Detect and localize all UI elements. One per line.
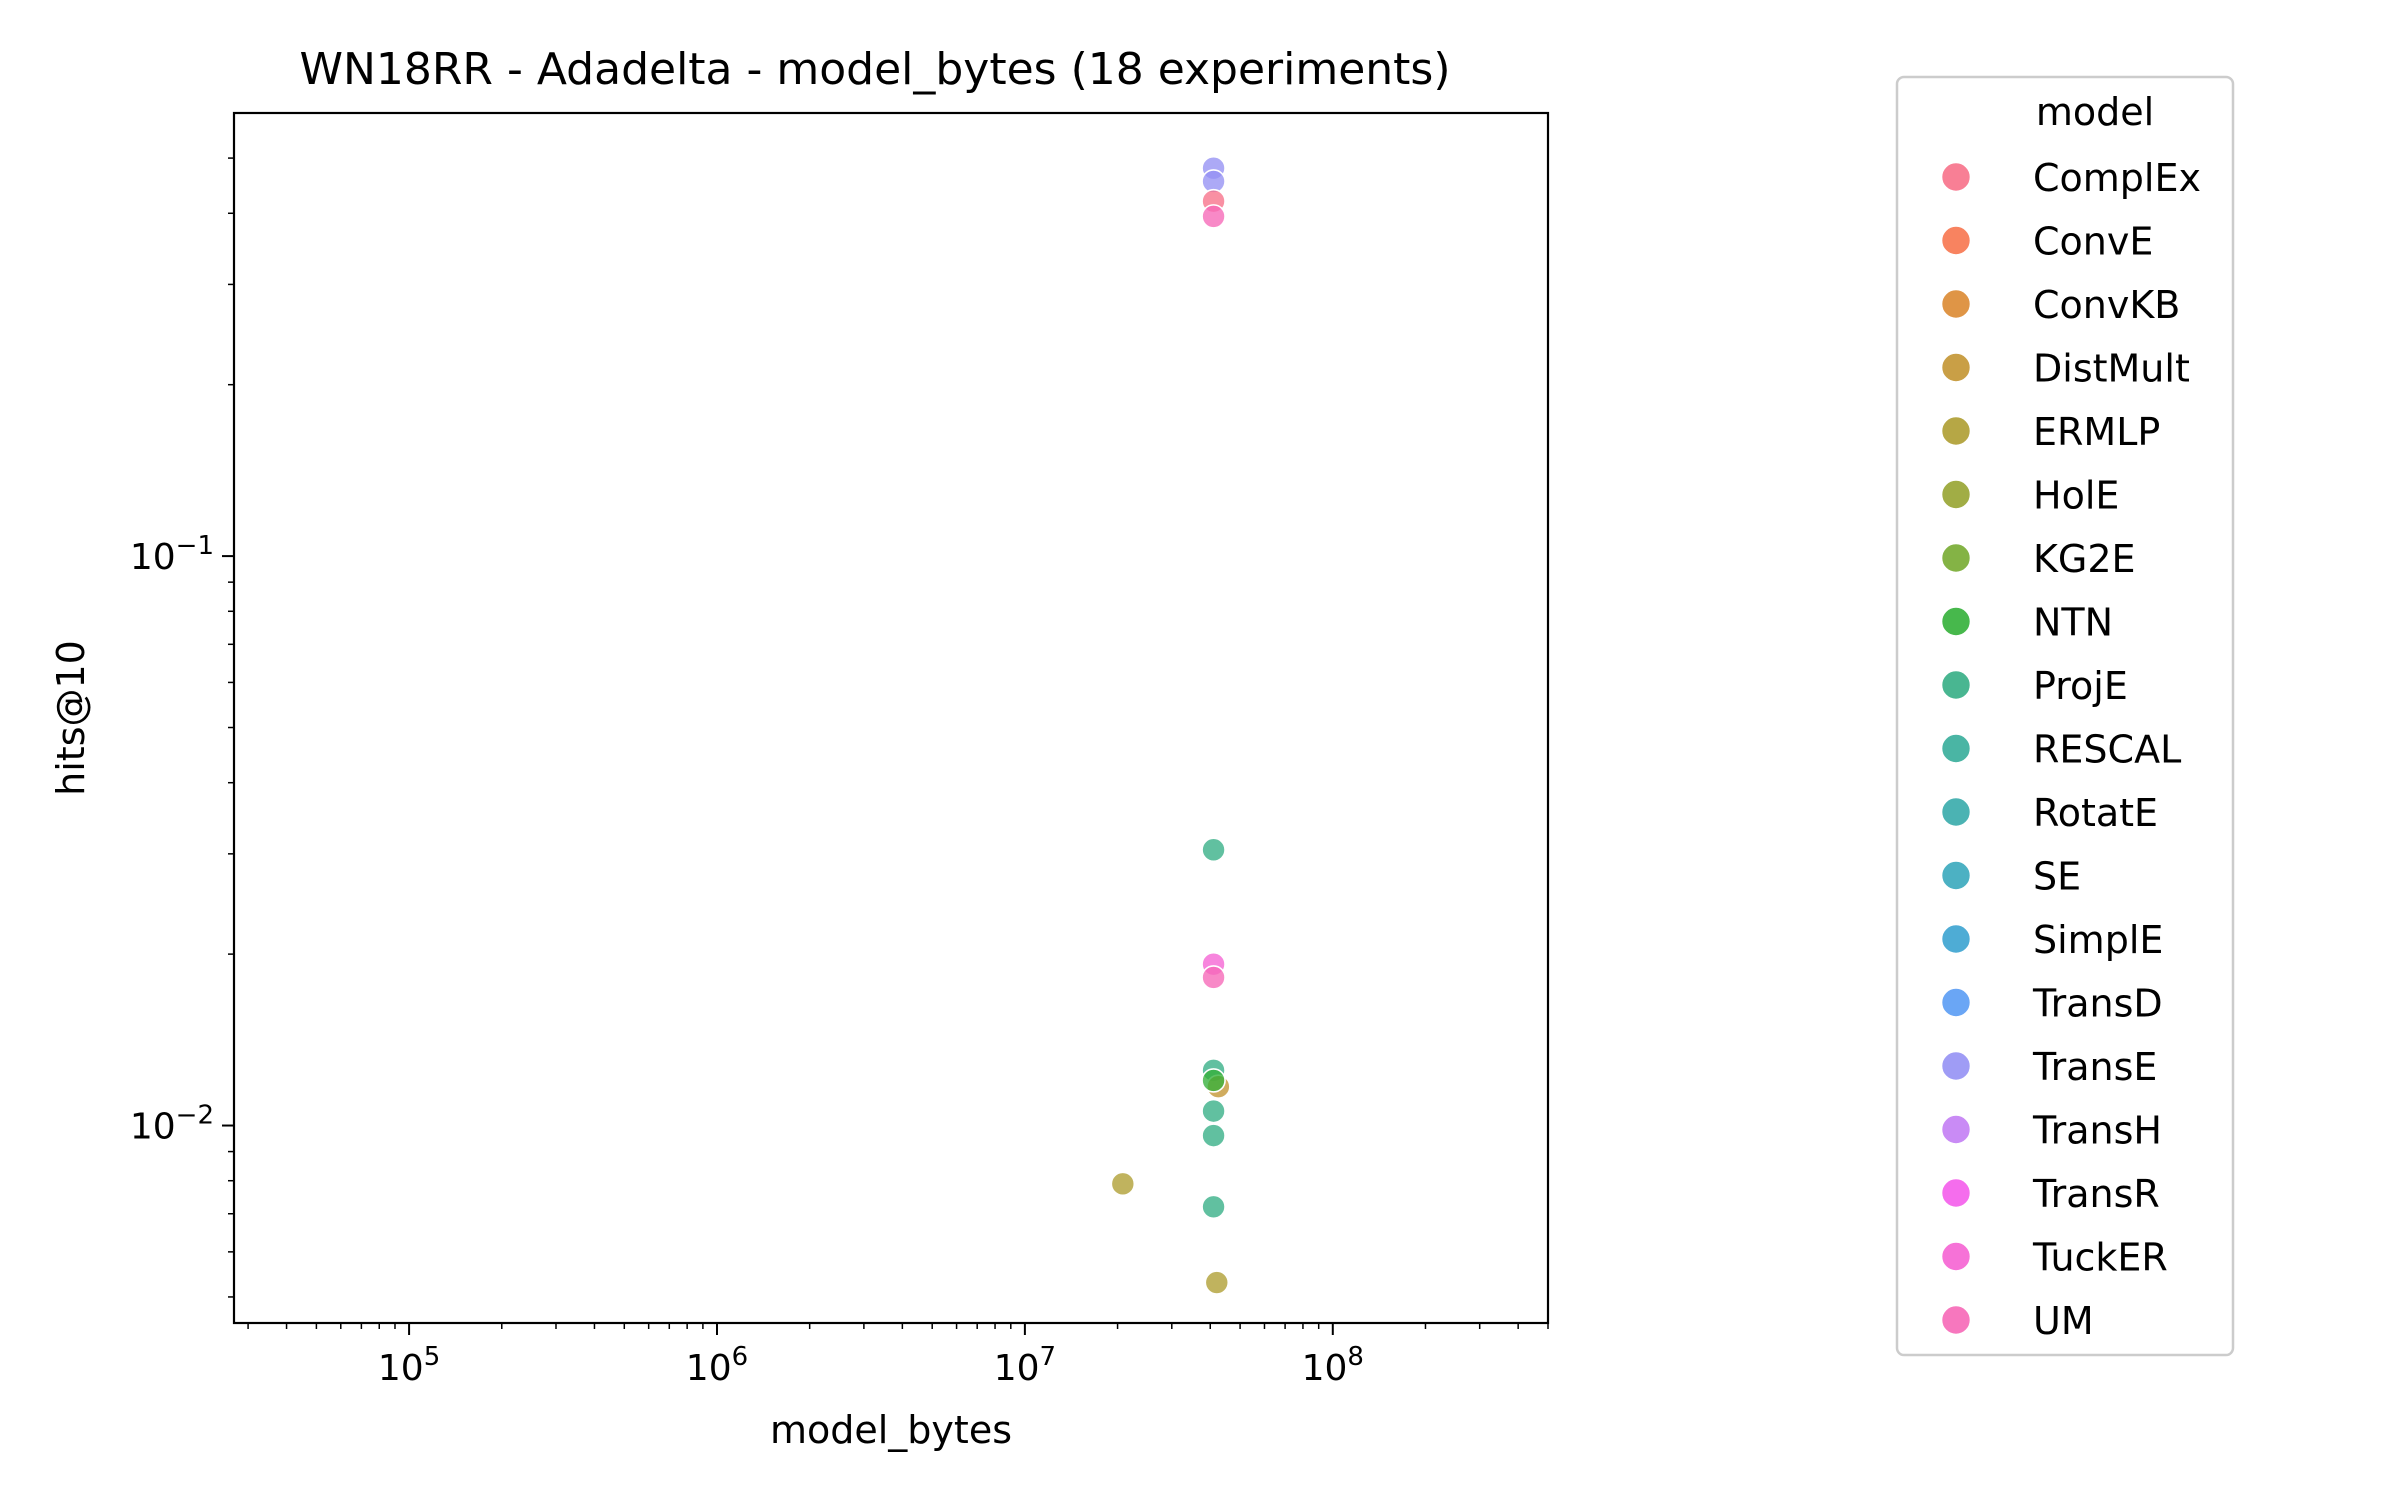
legend-item-ntn: NTN <box>1940 601 2113 645</box>
legend-label: ConvKB <box>2033 283 2180 327</box>
y-tick-label: 10−1 <box>130 531 214 578</box>
data-point-ermlp <box>1204 1270 1230 1295</box>
legend-item-transh: TransH <box>1940 1109 2162 1153</box>
legend-label: TransE <box>2032 1045 2157 1089</box>
legend-item-um: UM <box>1940 1299 2094 1343</box>
legend: model ComplEx ConvE ConvKB DistMult ERMLP Hol… <box>1895 75 2235 1357</box>
data-point-proje <box>1201 1098 1226 1124</box>
x-tick-label: 107 <box>994 1342 1056 1389</box>
legend-marker <box>1940 733 1972 764</box>
legend-marker <box>1940 479 1972 510</box>
legend-label: TuckER <box>2032 1236 2168 1280</box>
legend-label: UM <box>2033 1299 2094 1343</box>
legend-item-tucker: TuckER <box>1940 1236 2168 1280</box>
legend-marker <box>1940 860 1972 891</box>
legend-label: TransD <box>2032 982 2163 1026</box>
chart-title: WN18RR - Adadelta - model_bytes (18 expe… <box>299 44 1450 95</box>
legend-item-transd: TransD <box>1940 982 2163 1026</box>
legend-item-rescal: RESCAL <box>1940 728 2181 772</box>
y-axis-label: hits@10 <box>49 640 93 796</box>
legend-marker <box>1940 288 1972 320</box>
legend-item-transe: TransE <box>1940 1045 2157 1089</box>
legend-item-convkb: ConvKB <box>1940 283 2180 327</box>
legend-marker <box>1940 1050 1972 1082</box>
legend-marker <box>1940 669 1972 701</box>
legend-item-transr: TransR <box>1940 1172 2160 1216</box>
legend-item-kg2e: KG2E <box>1940 537 2136 581</box>
data-point-proje <box>1201 1194 1226 1220</box>
legend-label: SimplE <box>2033 918 2163 962</box>
legend-item-complex: ComplEx <box>1940 156 2201 200</box>
legend-marker <box>1940 1177 1972 1209</box>
data-point-ermlp <box>1110 1171 1136 1197</box>
legend-marker <box>1940 606 1972 637</box>
legend-label: RotatE <box>2033 791 2158 835</box>
legend-label: DistMult <box>2033 347 2190 391</box>
data-point-um <box>1201 204 1226 229</box>
legend-item-se: SE <box>1940 855 2081 899</box>
legend-item-ermlp: ERMLP <box>1940 410 2160 454</box>
legend-label: KG2E <box>2033 537 2136 581</box>
legend-item-rotate: RotatE <box>1940 791 2158 835</box>
x-tick-label: 106 <box>686 1342 748 1389</box>
legend-marker <box>1940 1304 1972 1336</box>
legend-marker <box>1940 415 1972 447</box>
legend-label: NTN <box>2033 601 2113 645</box>
legend-label: TransR <box>2032 1172 2160 1216</box>
data-point-proje <box>1201 837 1226 863</box>
legend-marker <box>1940 796 1972 828</box>
legend-label: ERMLP <box>2033 410 2160 454</box>
legend-item-proje: ProjE <box>1940 664 2128 708</box>
y-axis: 10−1 10−2 <box>130 157 234 1298</box>
legend-title: model <box>2036 90 2154 134</box>
legend-label: HolE <box>2033 474 2119 518</box>
legend-items: ComplEx ConvE ConvKB DistMult ERMLP HolE KG2E N… <box>1940 156 2201 1343</box>
x-tick-label: 105 <box>378 1342 440 1389</box>
legend-label: SE <box>2033 855 2081 899</box>
legend-item-hole: HolE <box>1940 474 2119 518</box>
legend-label: RESCAL <box>2033 728 2181 772</box>
legend-marker <box>1940 225 1972 256</box>
data-point-ntn <box>1201 1068 1226 1093</box>
legend-label: ConvE <box>2033 220 2153 264</box>
x-axis: 105 106 107 108 <box>247 1323 1549 1389</box>
legend-label: TransH <box>2032 1109 2162 1153</box>
y-tick-label: 10−2 <box>130 1101 214 1148</box>
legend-frame <box>1895 75 2235 1357</box>
legend-marker <box>1940 1241 1972 1272</box>
legend-label: ComplEx <box>2033 156 2201 200</box>
legend-item-conve: ConvE <box>1940 220 2153 264</box>
legend-marker <box>1940 987 1972 1018</box>
plot-area <box>1110 155 1231 1295</box>
legend-marker <box>1940 542 1972 574</box>
legend-marker <box>1940 352 1972 383</box>
plot-frame <box>232 111 1550 1325</box>
legend-marker <box>1940 161 1972 193</box>
legend-label: ProjE <box>2033 664 2128 708</box>
legend-item-simple: SimplE <box>1940 918 2163 962</box>
data-point-proje <box>1201 1123 1226 1148</box>
x-tick-label: 108 <box>1302 1342 1364 1389</box>
legend-item-distmult: DistMult <box>1940 347 2190 391</box>
legend-marker <box>1940 923 1972 955</box>
x-axis-label: model_bytes <box>770 1408 1012 1452</box>
data-point-um <box>1201 965 1226 990</box>
legend-marker <box>1940 1114 1972 1145</box>
